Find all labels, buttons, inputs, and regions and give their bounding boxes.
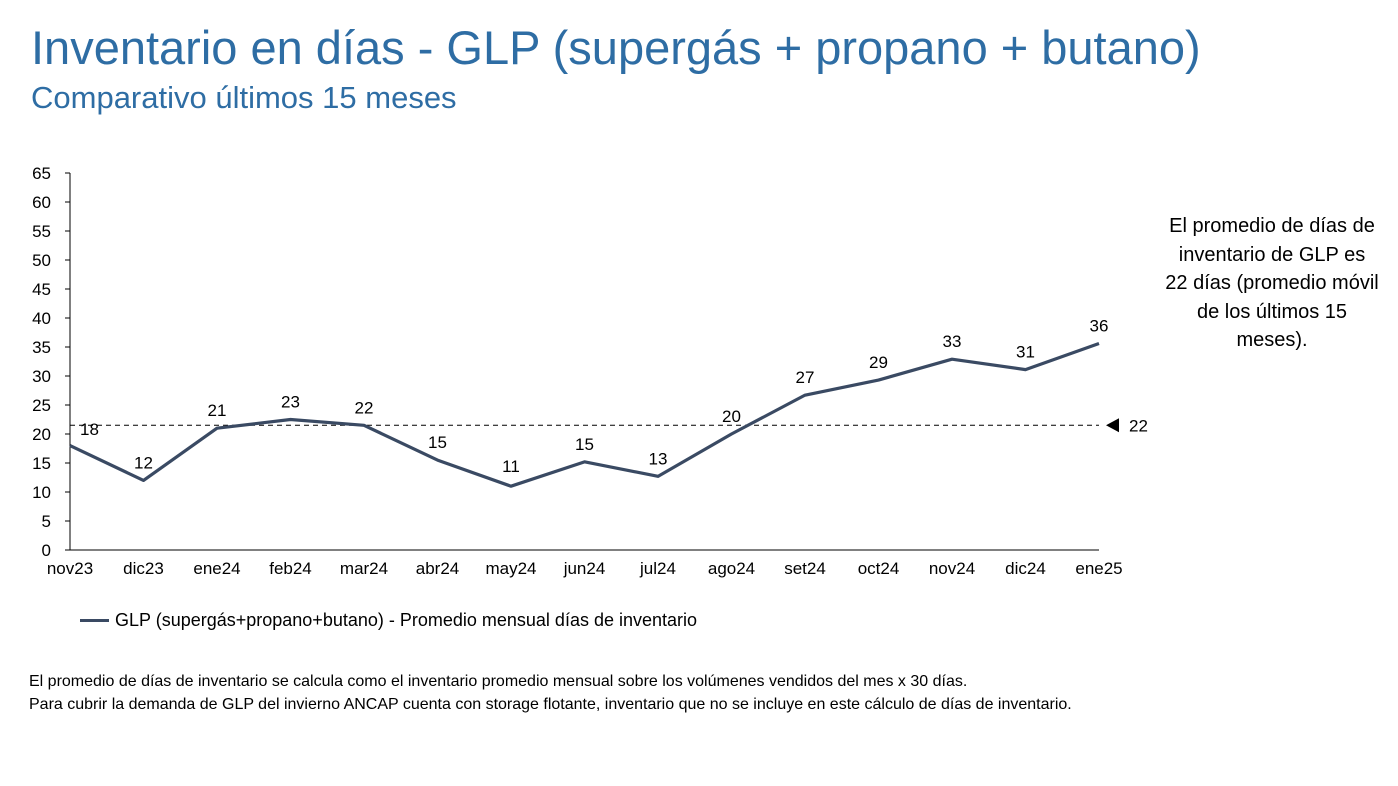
y-tick-label: 45 [32,280,51,299]
y-tick-label: 50 [32,251,51,270]
average-note: El promedio de días de inventario de GLP… [1165,215,1379,351]
x-tick-label: jul24 [639,559,676,578]
data-label: 15 [575,435,594,454]
data-label: 12 [134,453,153,472]
chart-subtitle: Comparativo últimos 15 meses [31,80,457,115]
x-tick-label: nov24 [929,559,975,578]
data-label: 22 [355,398,374,417]
footnotes: El promedio de días de inventario se cal… [29,670,1072,716]
data-label: 21 [208,401,227,420]
x-tick-label: ene25 [1075,559,1122,578]
data-label: 36 [1090,317,1109,336]
series-line [69,342,1100,488]
data-label: 20 [722,407,741,426]
data-label: 33 [943,332,962,351]
y-tick-label: 30 [32,367,51,386]
data-label: 18 [80,420,99,439]
chart-legend: GLP (supergás+propano+butano) - Promedio… [80,610,697,631]
x-tick-label: set24 [784,559,826,578]
x-tick-label: oct24 [858,559,900,578]
x-tick-label: nov23 [47,559,93,578]
x-tick-label: ago24 [708,559,755,578]
x-tick-label: abr24 [416,559,459,578]
x-tick-label: dic24 [1005,559,1046,578]
y-tick-label: 20 [32,425,51,444]
y-tick-label: 15 [32,454,51,473]
data-label: 15 [428,433,447,452]
x-tick-label: may24 [485,559,536,578]
average-value-label: 22 [1129,416,1148,435]
y-tick-label: 35 [32,338,51,357]
y-tick-label: 0 [42,541,51,560]
data-label: 27 [796,368,815,387]
footnote-line-1: El promedio de días de inventario se cal… [29,673,968,690]
legend-label: GLP (supergás+propano+butano) - Promedio… [115,610,698,630]
chart-title: Inventario en días - GLP (supergás + pro… [31,21,1201,74]
data-label: 23 [281,393,300,412]
y-tick-label: 25 [32,396,51,415]
y-tick-label: 65 [32,164,51,183]
x-tick-label: feb24 [269,559,312,578]
data-label: 13 [649,449,668,468]
data-label: 31 [1016,343,1035,362]
x-tick-label: dic23 [123,559,164,578]
data-label: 29 [869,353,888,372]
y-tick-label: 5 [42,512,51,531]
x-tick-label: ene24 [193,559,240,578]
footnote-line-2: Para cubrir la demanda de GLP del invier… [29,696,1072,713]
data-label: 11 [502,457,520,476]
x-tick-label: jun24 [563,559,606,578]
average-marker-triangle [1106,418,1119,433]
y-tick-label: 40 [32,309,51,328]
y-tick-label: 55 [32,222,51,241]
x-tick-label: mar24 [340,559,388,578]
y-tick-label: 10 [32,483,51,502]
legend-swatch [80,619,109,622]
line-chart: 0 5 10 15 20 25 30 35 40 45 50 55 60 65 nov23 dic23 ene2… [32,164,1148,578]
y-tick-label: 60 [32,193,51,212]
